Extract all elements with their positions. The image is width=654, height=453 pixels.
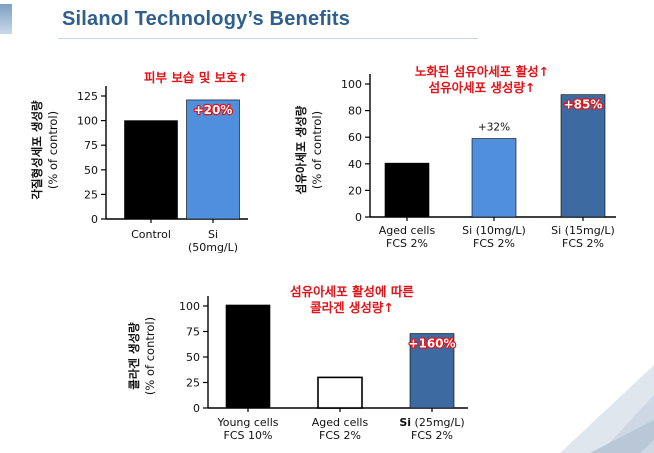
x-category-label: Aged cells	[312, 416, 369, 429]
x-category-label: FCS 2%	[562, 237, 604, 250]
x-category-label: FCS 2%	[411, 429, 453, 442]
y-tick-label: 25	[186, 377, 200, 390]
y-tick-label: 100	[341, 78, 362, 91]
bar-percent-label: +20%	[194, 103, 233, 117]
chart-1: 0 25 50 75 100 125 각질형성세포 생성량 (% of control) Con…	[30, 70, 248, 254]
x-category-label: FCS 2%	[386, 237, 428, 250]
y-tick-label: 50	[186, 351, 200, 364]
bar-percent-label: +85%	[564, 98, 603, 112]
x-category-label: Si	[208, 228, 218, 241]
bar-2	[186, 99, 240, 220]
bar-1	[225, 304, 271, 409]
title-underline	[58, 38, 478, 39]
chart-annotation: 섬유아세포 생성량↑	[429, 80, 536, 95]
y-axis-label: 콜라겐 생성량	[127, 322, 141, 390]
y-tick-label: 125	[77, 90, 98, 103]
y-tick-label: 80	[348, 105, 362, 118]
bar-percent-label: +160%	[408, 337, 455, 351]
y-tick-label: 100	[179, 300, 200, 313]
category-bold-prefix: Si	[399, 416, 411, 429]
slide-title: Silanol Technology’s Benefits	[62, 8, 351, 30]
x-category-label: FCS 2%	[319, 429, 361, 442]
y-tick-label: 100	[77, 115, 98, 128]
title-accent-bar	[0, 4, 12, 34]
x-category-label: (50mg/L)	[188, 241, 238, 254]
chart-annotation: 노화된 섬유아세포 활성↑	[415, 64, 549, 79]
y-tick-label: 75	[84, 139, 98, 152]
x-category-label: Control	[131, 228, 171, 241]
chart-annotation: 섬유아세포 활성에 따른	[290, 284, 414, 299]
y-tick-label: 20	[348, 184, 362, 197]
y-tick-label: 0	[355, 211, 362, 224]
bar-3	[560, 94, 606, 218]
chart-2: 0 20 40 60 80 100 섬유아세포 생성량 (% of control) Aged …	[294, 64, 616, 250]
y-axis-label: 각질형성세포 생성량	[30, 100, 44, 200]
x-category-label: Si (25mg/L)	[399, 416, 464, 429]
y-tick-label: 60	[348, 131, 362, 144]
y-tick-label: 25	[84, 188, 98, 201]
y-tick-label: 50	[84, 164, 98, 177]
chart-annotation: 피부 보습 및 보호↑	[144, 70, 248, 85]
x-category-label: Si (15mg/L)	[551, 224, 615, 237]
bar-1	[384, 162, 430, 218]
chart-annotation: 콜라겐 생성량↑	[310, 300, 394, 315]
y-tick-label: 0	[193, 402, 200, 415]
y-axis-label: (% of control)	[310, 111, 324, 189]
y-axis-label: (% of control)	[46, 111, 60, 189]
category-rest: (25mg/L)	[411, 416, 465, 429]
y-tick-label: 75	[186, 326, 200, 339]
y-axis-label: (% of control)	[143, 317, 157, 395]
bar-percent-label: +32%	[478, 122, 510, 134]
bar-1	[124, 120, 178, 220]
bar-3	[409, 333, 455, 409]
x-category-label: FCS 10%	[224, 429, 273, 442]
bar-2	[317, 376, 363, 409]
bar-2	[471, 138, 517, 218]
y-axis-label: 섬유아세포 생성량	[294, 105, 308, 194]
y-tick-label: 0	[91, 213, 98, 226]
x-category-label: Si (10mg/L)	[462, 224, 526, 237]
x-category-label: Aged cells	[379, 224, 436, 237]
y-tick-label: 40	[348, 158, 362, 171]
corner-decoration	[560, 365, 654, 453]
x-category-label: FCS 2%	[473, 237, 515, 250]
x-category-label: Young cells	[216, 416, 278, 429]
chart-3: 0 25 50 75 100 콜라겐 생성량 (% of control) Young cel…	[127, 284, 468, 442]
